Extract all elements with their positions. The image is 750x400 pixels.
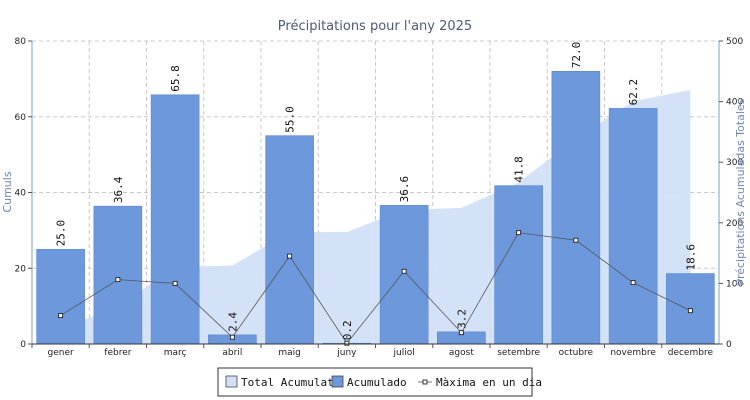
bar-label-setembre: 41.8 xyxy=(513,156,526,183)
x-tick-label: febrer xyxy=(104,348,131,358)
y-tick-label: 0 xyxy=(20,340,26,350)
point-juny xyxy=(344,340,350,346)
point-març xyxy=(172,280,178,286)
legend-label: Total Acumulat xyxy=(241,376,334,389)
bar-octubre xyxy=(551,71,601,345)
point-febrer xyxy=(115,277,121,283)
bar-label-febrer: 36.4 xyxy=(112,176,125,203)
y2-tick-label: 200 xyxy=(726,219,743,229)
x-tick-label: gener xyxy=(48,348,74,358)
bar-label-gener: 25.0 xyxy=(55,220,68,247)
bar-label-abril: 2.4 xyxy=(226,312,239,332)
x-tick-label: setembre xyxy=(497,348,540,358)
point-juliol xyxy=(401,268,407,274)
chart-title: Précipitations pour l'any 2025 xyxy=(278,19,472,34)
bar-febrer xyxy=(93,205,143,345)
bar-gener xyxy=(36,249,85,345)
point-gener xyxy=(58,313,64,319)
legend-label: Màxima en un dia xyxy=(436,376,542,389)
x-tick-label: decembre xyxy=(668,348,714,358)
legend-swatch-area xyxy=(225,375,238,388)
x-tick-label: juny xyxy=(336,348,357,358)
max-daily-line xyxy=(58,230,693,346)
x-tick-label: agost xyxy=(449,348,474,358)
bar-setembre xyxy=(494,185,543,345)
y2-tick-label: 400 xyxy=(726,98,743,108)
point-novembre xyxy=(630,280,636,286)
bar-label-agost: 3.2 xyxy=(455,309,468,329)
bar-label-novembre: 62.2 xyxy=(627,79,640,106)
point-decembre xyxy=(687,308,693,314)
y2-axis-label: Précipitations Acumuladas Totales xyxy=(734,98,747,285)
bar-label-maig: 55.0 xyxy=(284,106,297,133)
bar-label-juliol: 36.6 xyxy=(398,176,411,203)
legend-label: Acumulado xyxy=(347,376,407,389)
point-abril xyxy=(229,334,235,340)
legend-swatch-bar xyxy=(331,375,344,388)
bar-març xyxy=(150,94,200,345)
bar-juliol xyxy=(379,205,429,345)
y2-tick-label: 100 xyxy=(726,279,743,289)
legend-swatch-point xyxy=(422,379,428,385)
x-tick-label: maig xyxy=(278,348,301,358)
y-axis-label: Cumuls xyxy=(1,171,14,212)
x-tick-label: juliol xyxy=(393,348,415,358)
bar-novembre xyxy=(608,108,658,345)
bar-label-juny: 0.2 xyxy=(341,320,354,340)
point-setembre xyxy=(516,230,522,236)
point-agost xyxy=(458,330,464,336)
y2-tick-label: 300 xyxy=(726,158,743,168)
y2-tick-label: 500 xyxy=(726,37,743,47)
y2-tick-label: 0 xyxy=(726,340,732,350)
x-tick-label: abril xyxy=(222,348,242,358)
y-tick-label: 60 xyxy=(15,113,27,123)
bar-label-març: 65.8 xyxy=(169,65,182,92)
bar-label-octubre: 72.0 xyxy=(570,42,583,69)
x-tick-label: març xyxy=(164,348,187,358)
legend: Total Acumulat Acumulado Màxima en un dia xyxy=(217,367,542,397)
x-tick-label: octubre xyxy=(559,348,594,358)
bar-label-decembre: 18.6 xyxy=(684,244,697,271)
legend-box xyxy=(217,367,533,397)
y-tick-label: 20 xyxy=(15,264,27,274)
point-maig xyxy=(287,253,293,259)
line-maxima-dia xyxy=(60,232,691,344)
y-tick-label: 80 xyxy=(15,37,27,47)
x-tick-label: novembre xyxy=(610,348,656,358)
bars xyxy=(36,71,715,345)
bar-maig xyxy=(265,135,314,345)
bar-labels: 25.0 36.4 65.8 2.4 55.0 0.2 36.6 3.2 41.8 72.0 62.… xyxy=(55,42,698,340)
y-tick-label: 40 xyxy=(15,189,27,199)
axes: 0 20 40 60 80 0 100 200 300 400 500 gener febrer març… xyxy=(15,37,744,358)
point-octubre xyxy=(573,237,579,243)
